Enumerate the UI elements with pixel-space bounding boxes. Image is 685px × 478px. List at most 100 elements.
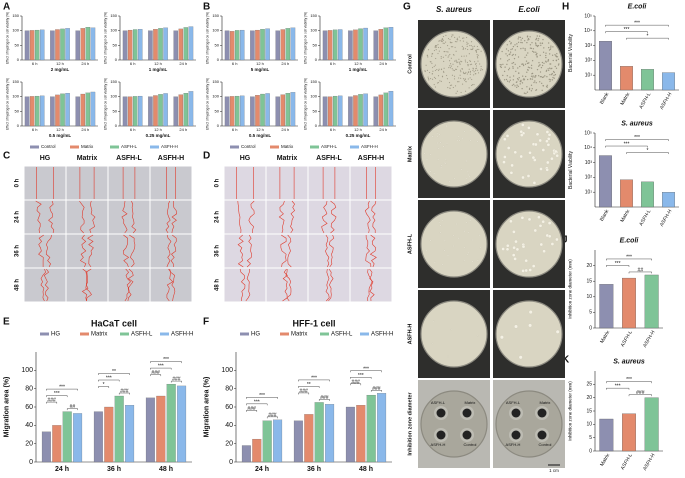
colony — [542, 76, 545, 78]
micrograph — [266, 166, 308, 200]
colony — [547, 68, 549, 70]
colony — [541, 82, 543, 85]
bar — [62, 411, 72, 463]
row-label: 24 h — [215, 211, 221, 223]
colony — [516, 84, 518, 86]
wound-edge — [127, 268, 134, 302]
colony — [438, 221, 440, 223]
colony — [448, 180, 451, 182]
colony — [469, 77, 471, 79]
bar — [280, 29, 286, 61]
colony — [447, 86, 449, 89]
colony — [469, 70, 471, 73]
y-tick-label: 10³ — [585, 160, 593, 166]
colony — [457, 81, 459, 83]
wound-edge — [166, 268, 174, 302]
colony — [554, 149, 558, 154]
significance-bracket — [46, 395, 68, 398]
bar — [345, 406, 355, 463]
bar — [127, 96, 133, 127]
colony — [512, 53, 514, 56]
bar — [178, 94, 184, 127]
wound-edge — [325, 268, 330, 302]
colony — [527, 78, 529, 81]
legend-swatch — [40, 332, 49, 336]
colony — [548, 46, 550, 49]
colony — [550, 156, 554, 161]
significance-label: *** — [106, 376, 112, 382]
colony — [524, 49, 526, 51]
colony — [520, 39, 522, 41]
y-tick-label: 100 — [110, 28, 117, 33]
wound-edge — [85, 268, 92, 302]
colony — [463, 230, 465, 232]
y-tick-label: 50 — [15, 108, 20, 113]
colony — [527, 66, 530, 68]
colony — [449, 53, 451, 56]
colony — [437, 147, 439, 150]
colony — [537, 39, 539, 42]
colony — [517, 67, 519, 69]
y-tick-label: 150 — [310, 79, 317, 84]
colony — [536, 35, 539, 37]
bar — [104, 406, 114, 463]
bar — [363, 27, 368, 61]
row-label: Inhibition zone diameter — [407, 392, 413, 456]
y-tick-label: 10² — [585, 58, 593, 64]
colony — [443, 67, 445, 69]
legend-label: ASFH-H — [161, 144, 178, 149]
colony — [501, 247, 505, 251]
colony — [537, 215, 541, 219]
bar — [622, 413, 636, 452]
colony — [524, 268, 528, 273]
colony — [507, 68, 510, 71]
colony — [436, 142, 439, 144]
colony — [541, 148, 546, 152]
bar — [158, 28, 163, 61]
significance-label: * — [647, 148, 649, 154]
micrograph — [24, 166, 66, 200]
colony — [512, 61, 515, 64]
colony — [508, 58, 510, 61]
disc-label: Matrix — [540, 400, 551, 405]
y-tick-label: 100 — [12, 94, 19, 99]
bar — [265, 93, 270, 127]
micrograph — [150, 268, 192, 302]
panel-label: K — [562, 355, 570, 366]
bar — [338, 29, 343, 61]
significance-bracket — [319, 399, 330, 401]
colony — [427, 77, 430, 80]
micrograph — [266, 200, 308, 234]
micrograph — [24, 200, 66, 234]
colony — [447, 51, 449, 53]
colony — [469, 63, 471, 66]
colony — [554, 73, 557, 76]
y-axis-label: Effect of hydrogel on cell viability (%) — [206, 12, 210, 64]
colony — [514, 324, 518, 329]
colony — [512, 245, 516, 250]
disc — [436, 430, 446, 440]
colony — [437, 75, 440, 77]
colony — [521, 82, 524, 84]
significance-label: ### — [351, 379, 360, 385]
disc-label: ASFH-L — [431, 400, 446, 405]
column-header: HG — [240, 155, 251, 162]
colony — [548, 78, 551, 81]
colony — [534, 42, 537, 44]
y-tick-label: 0 — [589, 325, 592, 331]
panel-label: A — [3, 2, 10, 13]
y-axis-label: Effect of hydrogel on cell viability (%) — [104, 12, 108, 64]
x-tick-label: 12 h — [354, 61, 362, 66]
colony — [530, 64, 533, 67]
bar — [163, 93, 168, 127]
colony — [511, 62, 513, 65]
disc-label: ASFH-H — [431, 442, 446, 447]
bar — [620, 66, 633, 91]
disc-label: Control — [464, 442, 477, 447]
colony — [439, 80, 441, 82]
y-tick-label: 10⁴ — [584, 145, 592, 151]
significance-bracket — [350, 383, 361, 386]
colony — [454, 60, 456, 62]
colony — [550, 68, 552, 70]
x-tick-label: 12 h — [354, 127, 362, 132]
